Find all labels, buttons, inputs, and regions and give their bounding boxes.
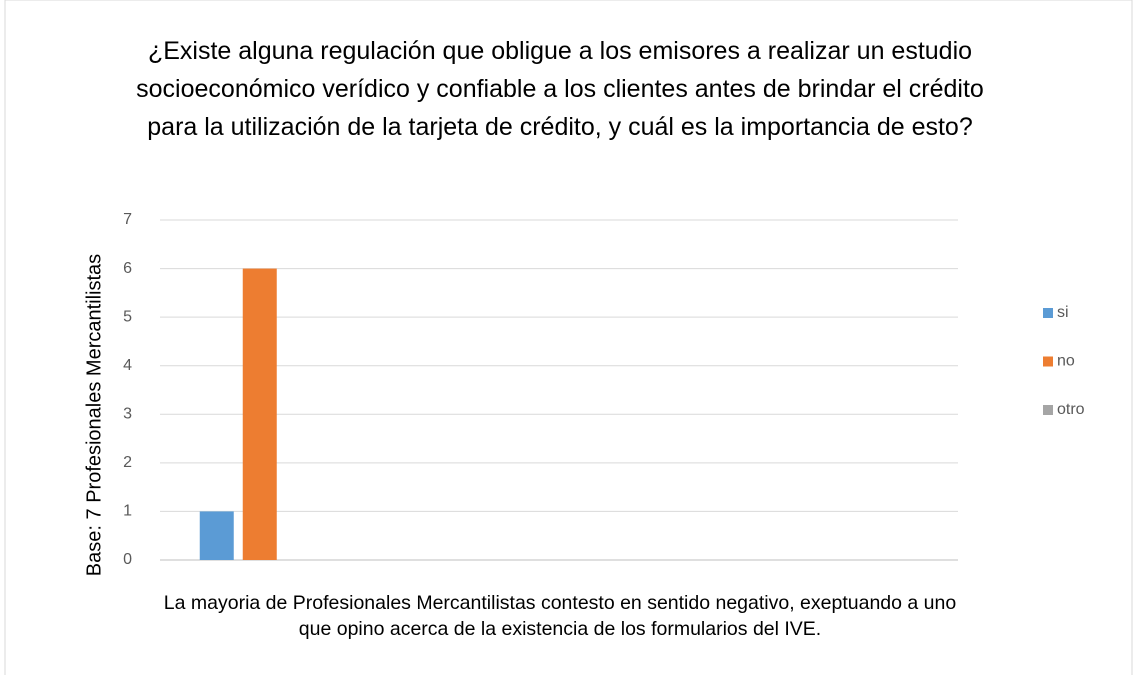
y-tick-label: 0 xyxy=(123,551,132,568)
y-tick-label: 5 xyxy=(123,308,132,325)
legend-label: no xyxy=(1057,353,1075,370)
x-axis-label: La mayoria de Profesionales Mercantilist… xyxy=(163,592,957,640)
legend-swatch xyxy=(1043,308,1053,318)
legend-swatch xyxy=(1043,405,1053,415)
y-tick-label: 3 xyxy=(123,406,132,423)
legend-label: si xyxy=(1057,304,1069,321)
legend-swatch xyxy=(1043,356,1053,367)
bar xyxy=(199,511,234,560)
y-axis-label: Base: 7 Profesionales Mercantilistas xyxy=(83,254,105,576)
y-tick-label: 1 xyxy=(123,503,132,520)
y-tick-label: 2 xyxy=(123,454,132,471)
y-tick-label: 7 xyxy=(123,211,132,228)
bar xyxy=(242,268,277,560)
legend-label: otro xyxy=(1057,401,1085,418)
y-tick-label: 4 xyxy=(123,357,132,374)
chart-title: ¿Existe alguna regulación que obligue a … xyxy=(136,37,984,141)
y-tick-label: 6 xyxy=(123,260,132,277)
chart-border xyxy=(4,0,1133,675)
